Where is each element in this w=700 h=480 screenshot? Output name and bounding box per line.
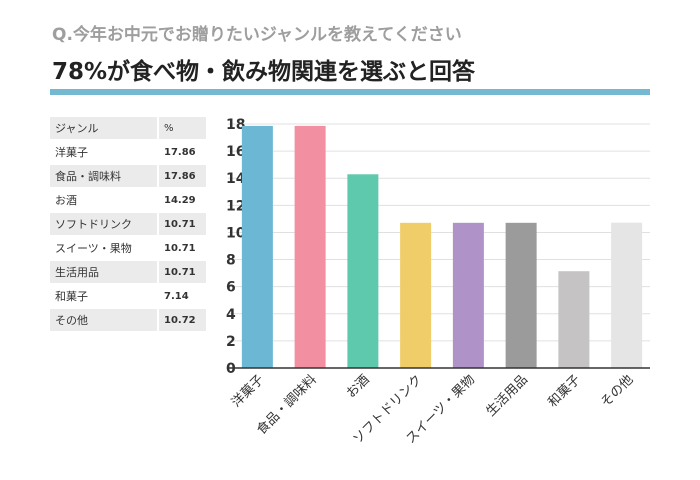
table-row: ソフトドリンク 10.71: [50, 213, 206, 235]
table-header-row: ジャンル %: [50, 117, 206, 139]
bar: [611, 222, 643, 368]
bar: [452, 222, 484, 368]
table-row: 生活用品 10.71: [50, 261, 206, 283]
x-tick-label: 和菓子: [546, 372, 584, 410]
bar: [241, 125, 273, 368]
table-cell-pct: 10.72: [157, 309, 206, 331]
data-table: ジャンル % 洋菓子 17.86 食品・調味料 17.86 お酒 14.29 ソ…: [50, 115, 206, 333]
table-row: その他 10.72: [50, 309, 206, 331]
bar: [558, 271, 590, 368]
y-tick-label: 10: [226, 225, 246, 241]
table-row: 洋菓子 17.86: [50, 141, 206, 163]
x-tick-label: 洋菓子: [229, 372, 267, 410]
bar: [347, 174, 379, 368]
y-tick-label: 16: [226, 144, 245, 160]
table-cell-pct: 17.86: [157, 165, 206, 187]
table-cell-genre: スイーツ・果物: [55, 242, 132, 255]
y-tick-label: 4: [226, 307, 236, 323]
table-cell-pct: 10.71: [157, 237, 206, 259]
bar: [400, 222, 432, 368]
bar: [505, 222, 537, 368]
table-cell-pct: 10.71: [157, 261, 206, 283]
table-cell-genre: 食品・調味料: [50, 165, 157, 187]
y-tick-label: 18: [226, 117, 245, 133]
table-cell-genre: 和菓子: [55, 290, 88, 303]
y-tick-label: 12: [226, 198, 245, 214]
y-tick-label: 0: [226, 361, 236, 377]
table-cell-genre: 洋菓子: [55, 146, 88, 159]
headline: 78%が食べ物・飲み物関連を選ぶと回答: [52, 59, 476, 85]
y-tick-label: 8: [226, 253, 236, 269]
table-cell-genre: その他: [50, 309, 157, 331]
table-cell-genre: お酒: [55, 194, 77, 207]
table-cell-pct: 17.86: [157, 141, 206, 163]
table-cell-genre: 生活用品: [50, 261, 157, 283]
table-cell-pct: 7.14: [157, 285, 206, 307]
x-tick-label: その他: [598, 372, 636, 410]
table-row: スイーツ・果物 10.71: [50, 237, 206, 259]
table-row: お酒 14.29: [50, 189, 206, 211]
survey-question: Q.今年お中元でお贈りたいジャンルを教えてください: [52, 25, 462, 45]
table-row: 和菓子 7.14: [50, 285, 206, 307]
bar: [294, 125, 326, 368]
table-cell-genre: ソフトドリンク: [50, 213, 157, 235]
table-cell-pct: 14.29: [157, 189, 206, 211]
table-row: 食品・調味料 17.86: [50, 165, 206, 187]
accent-rule: [50, 89, 650, 95]
x-tick-label: 生活用品: [484, 372, 531, 419]
column-header-genre: ジャンル: [50, 117, 157, 139]
y-tick-label: 14: [226, 171, 246, 187]
table-cell-pct: 10.71: [157, 213, 206, 235]
y-tick-label: 6: [226, 280, 236, 296]
x-tick-label: お酒: [344, 372, 373, 401]
column-header-pct: %: [157, 117, 206, 139]
y-tick-label: 2: [226, 334, 236, 350]
